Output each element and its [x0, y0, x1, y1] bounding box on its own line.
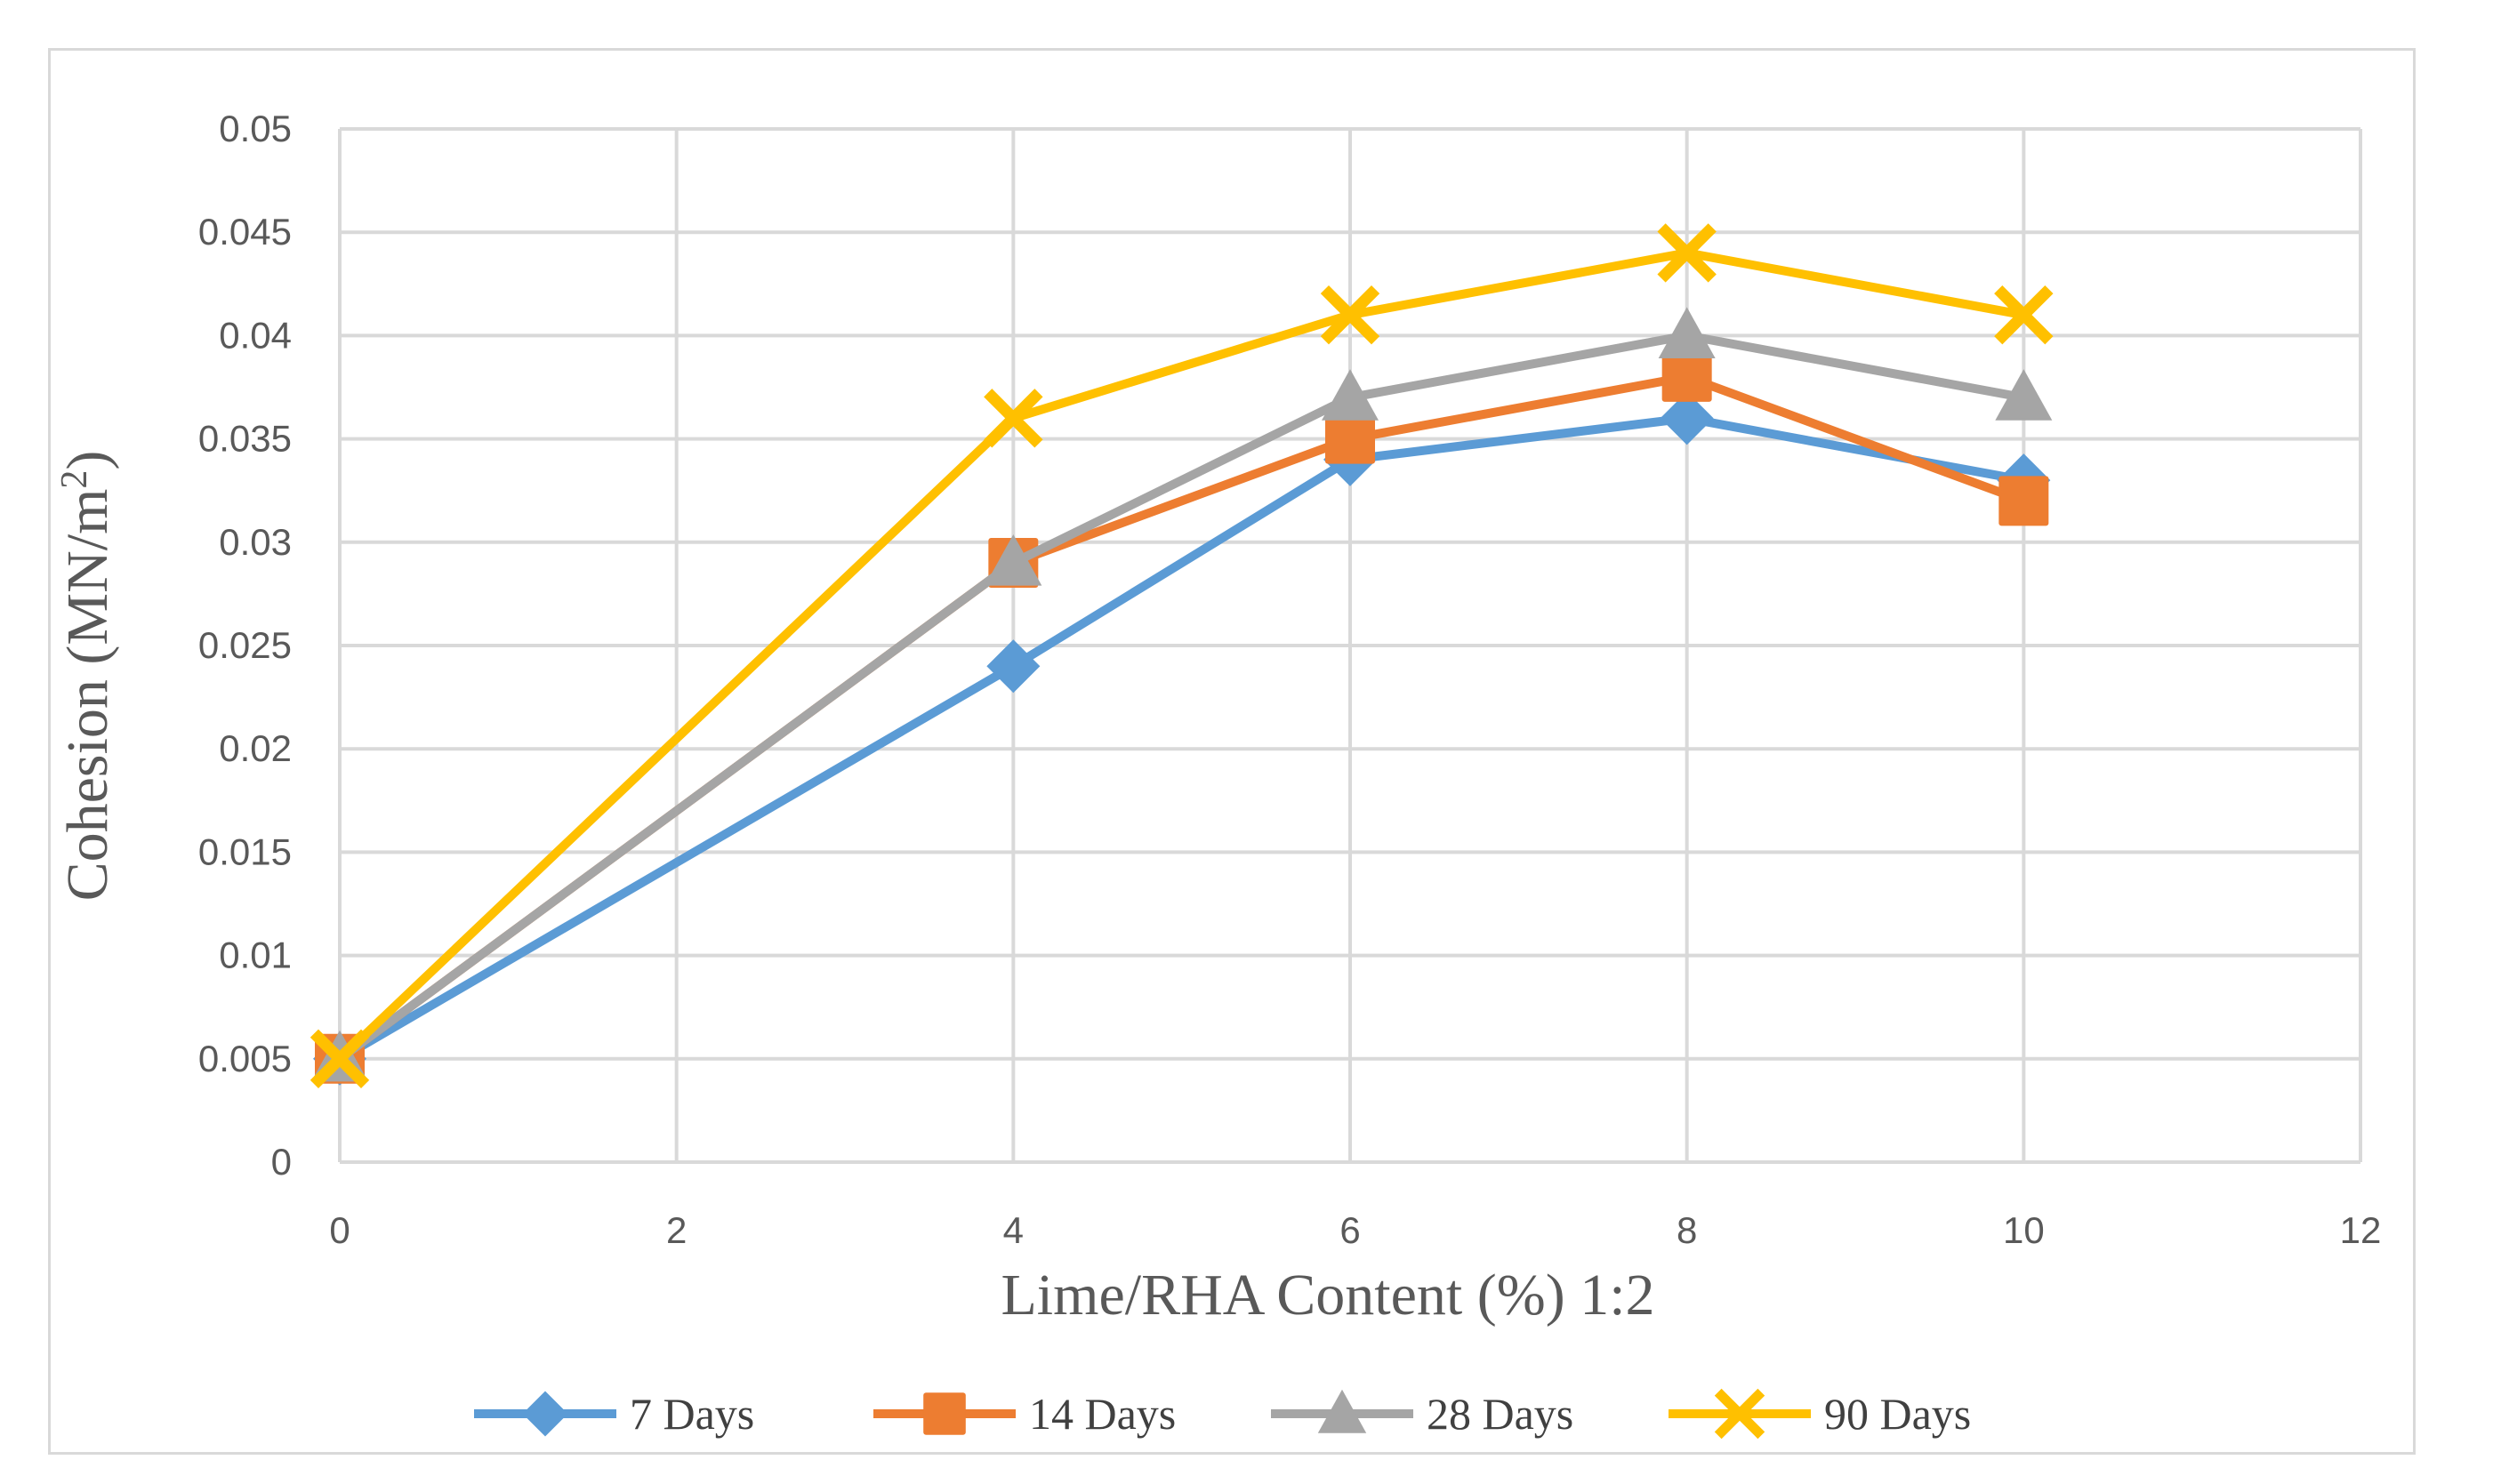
- x-tick-label: 4: [1003, 1209, 1024, 1251]
- x-tick-label: 2: [666, 1209, 687, 1251]
- legend: 7 Days 14 Days 28 Days 90 Days: [474, 1388, 1971, 1440]
- y-tick-label: 0.05: [219, 108, 292, 149]
- data-point-14-days: [1661, 351, 1712, 402]
- legend-item-90-days: 90 Days: [1669, 1388, 1971, 1440]
- legend-label-14-days: 14 Days: [1029, 1389, 1176, 1439]
- y-axis-title: Cohesion (MN/m2): [54, 451, 120, 902]
- series-group: [310, 223, 2054, 1088]
- legend-item-7-days: 7 Days: [474, 1389, 754, 1439]
- series-line-7-days: [337, 413, 2025, 1063]
- series-line-28-days: [337, 331, 2025, 1063]
- data-point-28-days: [1658, 307, 1716, 358]
- x-tick-label: 6: [1339, 1209, 1360, 1251]
- data-point-90-days: [1320, 285, 1380, 345]
- y-tick-label: 0.035: [198, 418, 292, 460]
- x-tick-label: 0: [329, 1209, 350, 1251]
- x-tick-label: 8: [1677, 1209, 1697, 1251]
- series-7-days: [313, 391, 2051, 1086]
- data-point-90-days: [1657, 223, 1717, 283]
- legend-label-28-days: 28 Days: [1427, 1389, 1573, 1439]
- x-axis-ticks: 0 2 4 6 8 10 12: [329, 1209, 2381, 1251]
- series-90-days: [310, 223, 2054, 1088]
- gridlines: [338, 127, 2362, 1164]
- data-point-7-days: [986, 639, 1041, 694]
- series-14-days: [315, 351, 2049, 1084]
- series-28-days: [311, 307, 2053, 1082]
- y-tick-label: 0.025: [198, 624, 292, 666]
- x-tick-label: 12: [2340, 1209, 2382, 1251]
- data-point-90-days: [1994, 285, 2054, 345]
- series-line-90-days: [336, 248, 2025, 1063]
- y-tick-label: 0.02: [219, 727, 292, 769]
- legend-item-28-days: 28 Days: [1271, 1389, 1573, 1439]
- y-tick-label: 0: [271, 1141, 292, 1183]
- y-tick-label: 0.005: [198, 1038, 292, 1079]
- legend-marker-28-days: [1317, 1389, 1367, 1433]
- data-point-14-days: [1998, 476, 2049, 526]
- data-point-28-days: [1995, 369, 2053, 421]
- x-axis-title: Lime/RHA Content (%) 1:2: [1001, 1263, 1654, 1328]
- legend-marker-7-days: [522, 1391, 568, 1437]
- data-point-28-days: [1322, 369, 1379, 421]
- data-point-90-days: [310, 1029, 370, 1088]
- legend-marker-90-days: [1714, 1388, 1765, 1440]
- y-tick-label: 0.045: [198, 211, 292, 253]
- x-tick-label: 10: [2003, 1209, 2045, 1251]
- y-tick-label: 0.04: [219, 314, 292, 356]
- chart-frame: [48, 48, 2416, 1455]
- legend-marker-14-days: [923, 1392, 966, 1435]
- data-point-28-days: [985, 534, 1042, 586]
- y-axis-ticks: 0 0.005 0.01 0.015 0.02 0.025 0.03 0.035 0.04 0.0…: [198, 108, 292, 1183]
- y-tick-label: 0.015: [198, 830, 292, 872]
- legend-label-90-days: 90 Days: [1824, 1389, 1971, 1439]
- data-point-7-days: [1660, 391, 1714, 445]
- data-point-90-days: [984, 389, 1043, 448]
- legend-item-14-days: 14 Days: [873, 1389, 1176, 1439]
- y-tick-label: 0.03: [219, 521, 292, 563]
- y-tick-label: 0.01: [219, 935, 292, 976]
- data-point-14-days: [1325, 413, 1375, 464]
- legend-label-7-days: 7 Days: [630, 1389, 754, 1439]
